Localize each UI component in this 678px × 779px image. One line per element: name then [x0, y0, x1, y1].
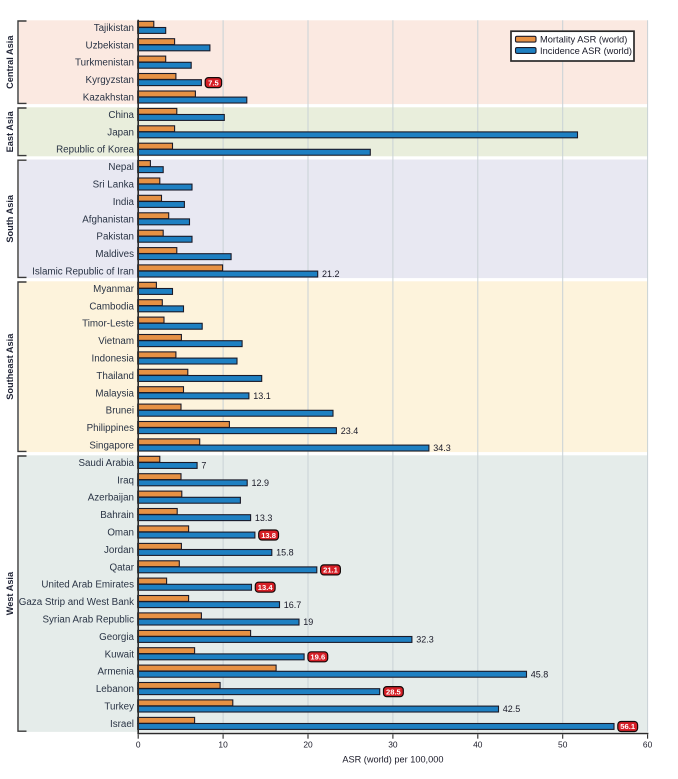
- svg-text:34.3: 34.3: [433, 443, 451, 453]
- svg-text:Maldives: Maldives: [95, 249, 134, 260]
- svg-text:7.5: 7.5: [208, 78, 219, 87]
- svg-text:India: India: [113, 197, 135, 208]
- svg-text:7: 7: [201, 461, 206, 471]
- svg-text:Vietnam: Vietnam: [98, 336, 134, 347]
- svg-text:Saudi Arabia: Saudi Arabia: [78, 458, 134, 469]
- svg-text:13.8: 13.8: [261, 531, 276, 540]
- svg-text:16.7: 16.7: [284, 600, 302, 610]
- svg-text:South Asia: South Asia: [5, 194, 15, 243]
- svg-text:Nepal: Nepal: [108, 162, 134, 173]
- svg-text:13.3: 13.3: [255, 513, 273, 523]
- svg-text:Thailand: Thailand: [96, 371, 134, 382]
- svg-text:Syrian Arab Republic: Syrian Arab Republic: [43, 615, 135, 626]
- svg-text:19.6: 19.6: [310, 653, 325, 662]
- svg-text:Brunei: Brunei: [106, 406, 134, 417]
- svg-text:56.1: 56.1: [620, 722, 636, 731]
- svg-text:30: 30: [388, 740, 398, 750]
- svg-text:42.5: 42.5: [503, 704, 521, 714]
- svg-text:Republic of Korea: Republic of Korea: [56, 145, 134, 156]
- svg-text:Pakistan: Pakistan: [96, 232, 134, 243]
- svg-text:15.8: 15.8: [276, 548, 294, 558]
- svg-text:Bahrain: Bahrain: [100, 510, 134, 521]
- svg-text:60: 60: [643, 740, 653, 750]
- svg-text:ASR (world) per 100,000: ASR (world) per 100,000: [342, 755, 443, 765]
- svg-text:50: 50: [558, 740, 568, 750]
- svg-text:Qatar: Qatar: [109, 562, 134, 573]
- svg-text:United Arab Emirates: United Arab Emirates: [41, 580, 134, 591]
- svg-text:East Asia: East Asia: [5, 110, 15, 152]
- svg-text:Oman: Oman: [107, 528, 134, 539]
- svg-text:West Asia: West Asia: [5, 571, 15, 615]
- svg-text:Jordan: Jordan: [104, 545, 134, 556]
- svg-text:Kazakhstan: Kazakhstan: [83, 93, 134, 104]
- svg-text:21.1: 21.1: [323, 566, 339, 575]
- svg-text:Incidence ASR (world): Incidence ASR (world): [540, 46, 632, 56]
- svg-text:Myanmar: Myanmar: [93, 284, 135, 295]
- svg-text:Central Asia: Central Asia: [5, 35, 15, 89]
- svg-text:Indonesia: Indonesia: [92, 354, 135, 365]
- svg-text:Azerbaijan: Azerbaijan: [88, 493, 134, 504]
- svg-text:20: 20: [303, 740, 313, 750]
- svg-text:10: 10: [218, 740, 228, 750]
- svg-text:28.5: 28.5: [386, 687, 402, 696]
- svg-text:Turkey: Turkey: [104, 702, 134, 713]
- svg-text:40: 40: [473, 740, 483, 750]
- svg-text:Singapore: Singapore: [89, 441, 134, 452]
- svg-text:Tajikistan: Tajikistan: [94, 23, 134, 34]
- svg-text:19: 19: [303, 617, 313, 627]
- svg-text:Japan: Japan: [107, 127, 134, 138]
- svg-text:13.4: 13.4: [258, 583, 274, 592]
- svg-text:Southeast Asia: Southeast Asia: [5, 333, 15, 400]
- svg-text:Mortality ASR (world): Mortality ASR (world): [540, 35, 627, 45]
- svg-text:Armenia: Armenia: [98, 667, 135, 678]
- svg-text:Islamic Republic of Iran: Islamic Republic of Iran: [32, 267, 134, 278]
- svg-text:Sri Lanka: Sri Lanka: [93, 180, 135, 191]
- svg-text:Kuwait: Kuwait: [105, 649, 135, 660]
- svg-text:Iraq: Iraq: [117, 475, 134, 486]
- svg-text:Cambodia: Cambodia: [89, 301, 134, 312]
- svg-text:13.1: 13.1: [253, 391, 271, 401]
- svg-text:Gaza Strip and West Bank: Gaza Strip and West Bank: [19, 597, 134, 608]
- svg-text:21.2: 21.2: [322, 269, 340, 279]
- svg-text:Uzbekistan: Uzbekistan: [86, 40, 134, 51]
- svg-text:23.4: 23.4: [341, 426, 359, 436]
- svg-text:Turkmenistan: Turkmenistan: [75, 58, 134, 69]
- svg-text:Afghanistan: Afghanistan: [82, 214, 134, 225]
- svg-text:Philippines: Philippines: [87, 423, 134, 434]
- svg-text:Timor-Leste: Timor-Leste: [82, 319, 134, 330]
- svg-text:Lebanon: Lebanon: [96, 684, 134, 695]
- svg-text:Georgia: Georgia: [99, 632, 134, 643]
- svg-text:Malaysia: Malaysia: [95, 388, 134, 399]
- svg-text:China: China: [108, 110, 134, 121]
- svg-text:Kyrgyzstan: Kyrgyzstan: [86, 75, 134, 86]
- svg-text:32.3: 32.3: [416, 635, 434, 645]
- svg-text:45.8: 45.8: [531, 670, 549, 680]
- svg-text:0: 0: [136, 740, 141, 750]
- svg-text:12.9: 12.9: [252, 478, 270, 488]
- svg-text:Israel: Israel: [110, 719, 134, 730]
